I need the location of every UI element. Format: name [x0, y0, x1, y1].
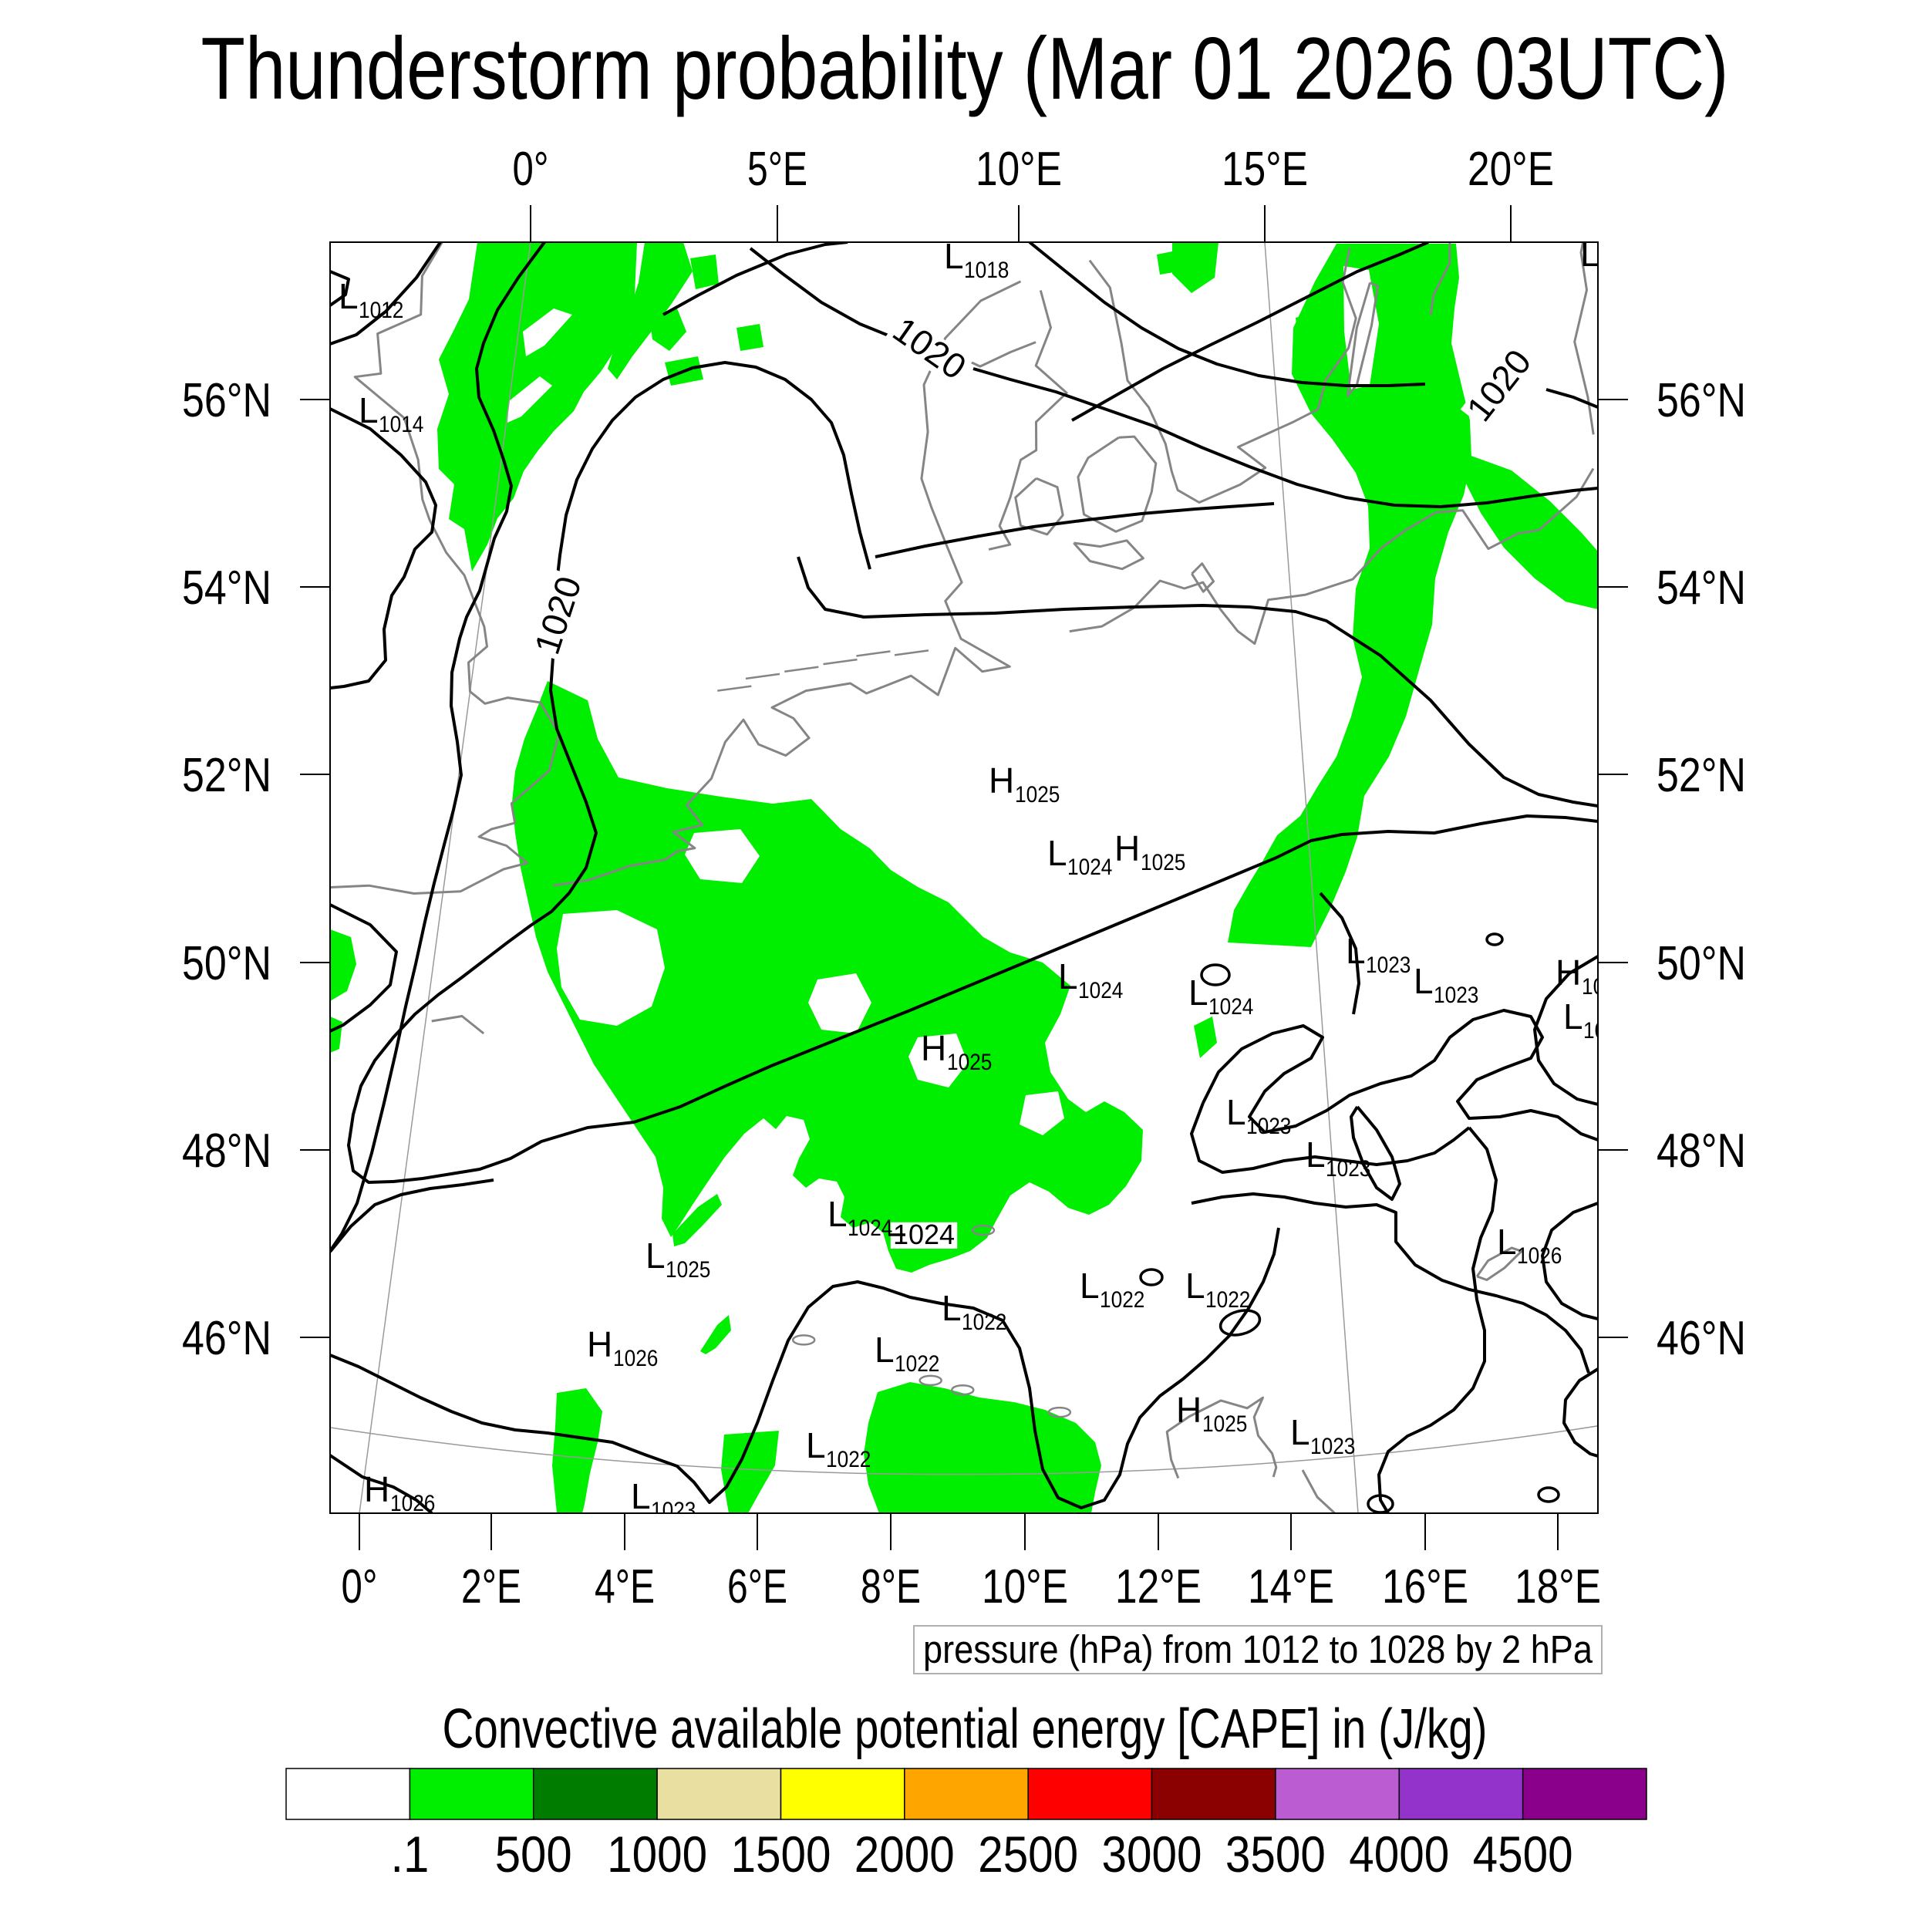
- svg-text:L: L: [875, 1330, 895, 1370]
- svg-text:L: L: [1188, 973, 1208, 1013]
- svg-text:L: L: [1563, 996, 1583, 1037]
- svg-text:L: L: [1080, 1266, 1100, 1306]
- svg-text:L: L: [631, 1476, 651, 1516]
- svg-text:20°E: 20°E: [1468, 143, 1554, 196]
- svg-text:1022: 1022: [826, 1447, 871, 1472]
- svg-text:4°E: 4°E: [595, 1560, 655, 1613]
- svg-text:48°N: 48°N: [182, 1124, 271, 1178]
- svg-text:L: L: [1058, 956, 1078, 996]
- svg-text:10: 10: [1583, 1018, 1606, 1044]
- svg-text:56°N: 56°N: [1657, 374, 1746, 427]
- svg-text:10°E: 10°E: [976, 143, 1062, 196]
- svg-text:1023: 1023: [651, 1498, 696, 1523]
- svg-text:4000: 4000: [1349, 1826, 1449, 1883]
- svg-text:3000: 3000: [1102, 1826, 1202, 1883]
- svg-text:1023: 1023: [1366, 953, 1411, 978]
- svg-text:L: L: [1047, 833, 1067, 873]
- svg-text:500: 500: [495, 1826, 572, 1883]
- svg-text:1022: 1022: [1100, 1287, 1144, 1313]
- svg-text:3500: 3500: [1225, 1826, 1326, 1883]
- svg-text:L: L: [1497, 1222, 1517, 1262]
- svg-text:H: H: [989, 760, 1014, 801]
- svg-text:1022: 1022: [895, 1351, 939, 1377]
- svg-text:1025: 1025: [947, 1050, 992, 1075]
- svg-text:L: L: [827, 1194, 848, 1234]
- svg-text:14°E: 14°E: [1248, 1560, 1334, 1613]
- svg-text:H: H: [364, 1469, 389, 1509]
- svg-text:L: L: [1185, 1266, 1205, 1306]
- svg-text:Thunderstorm probability (Mar: Thunderstorm probability (Mar 01 2026 03…: [201, 20, 1729, 118]
- svg-text:H: H: [921, 1028, 946, 1068]
- svg-text:L: L: [645, 1236, 666, 1276]
- svg-text:50°N: 50°N: [1657, 937, 1746, 990]
- svg-text:pressure (hPa) from 1012 to 10: pressure (hPa) from 1012 to 1028 by 2 hP…: [923, 1627, 1593, 1671]
- svg-text:1018: 1018: [964, 258, 1009, 283]
- svg-text:10°E: 10°E: [982, 1560, 1068, 1613]
- svg-text:H: H: [1114, 828, 1140, 868]
- svg-text:1026: 1026: [1517, 1243, 1562, 1269]
- svg-text:1024: 1024: [848, 1216, 892, 1241]
- svg-text:1000: 1000: [607, 1826, 707, 1883]
- svg-text:H: H: [587, 1324, 612, 1364]
- svg-text:L: L: [806, 1425, 826, 1465]
- svg-text:H: H: [1556, 953, 1581, 993]
- svg-text:L: L: [1414, 961, 1434, 1001]
- svg-text:1025: 1025: [1202, 1411, 1247, 1437]
- svg-text:52°N: 52°N: [182, 749, 271, 802]
- svg-text:1024: 1024: [1208, 994, 1253, 1020]
- svg-text:50°N: 50°N: [182, 937, 271, 990]
- svg-text:6°E: 6°E: [727, 1560, 787, 1613]
- svg-text:L: L: [1290, 1412, 1310, 1452]
- svg-text:L: L: [1580, 234, 1600, 274]
- svg-text:L: L: [942, 1288, 962, 1328]
- svg-text:10: 10: [1582, 974, 1604, 1000]
- svg-text:0°: 0°: [513, 143, 549, 196]
- svg-text:1024: 1024: [1078, 978, 1123, 1003]
- svg-text:1500: 1500: [731, 1826, 831, 1883]
- svg-text:L: L: [359, 390, 379, 430]
- svg-text:1023: 1023: [1246, 1114, 1291, 1139]
- svg-text:54°N: 54°N: [1657, 561, 1746, 615]
- svg-text:L: L: [339, 276, 359, 316]
- svg-text:Convective available potential: Convective available potential energy [C…: [443, 1698, 1488, 1760]
- svg-text:18°E: 18°E: [1515, 1560, 1601, 1613]
- svg-text:1025: 1025: [1141, 850, 1185, 875]
- svg-text:L: L: [1226, 1092, 1246, 1132]
- svg-text:16°E: 16°E: [1382, 1560, 1468, 1613]
- svg-text:46°N: 46°N: [1657, 1312, 1746, 1365]
- svg-text:5°E: 5°E: [747, 143, 807, 196]
- svg-text:L: L: [1346, 931, 1366, 971]
- svg-text:L: L: [944, 236, 964, 276]
- svg-text:4500: 4500: [1473, 1826, 1573, 1883]
- svg-text:1023: 1023: [1310, 1434, 1355, 1459]
- svg-text:1025: 1025: [1015, 782, 1060, 808]
- svg-text:2500: 2500: [978, 1826, 1078, 1883]
- svg-text:56°N: 56°N: [182, 374, 271, 427]
- svg-text:1023: 1023: [1326, 1156, 1370, 1182]
- svg-text:54°N: 54°N: [182, 561, 271, 615]
- svg-text:1022: 1022: [1205, 1287, 1250, 1313]
- svg-text:1023: 1023: [1434, 983, 1478, 1008]
- svg-text:1024: 1024: [1067, 855, 1112, 880]
- svg-text:1026: 1026: [390, 1491, 435, 1516]
- svg-text:L: L: [1306, 1135, 1326, 1175]
- svg-text:1025: 1025: [666, 1257, 710, 1283]
- svg-text:15°E: 15°E: [1222, 143, 1308, 196]
- svg-text:48°N: 48°N: [1657, 1124, 1746, 1178]
- svg-text:8°E: 8°E: [861, 1560, 921, 1613]
- svg-text:12°E: 12°E: [1115, 1560, 1202, 1613]
- svg-text:0°: 0°: [342, 1560, 378, 1613]
- svg-text:H: H: [1176, 1390, 1202, 1430]
- svg-text:1012: 1012: [359, 298, 403, 323]
- svg-text:46°N: 46°N: [182, 1312, 271, 1365]
- svg-text:52°N: 52°N: [1657, 749, 1746, 802]
- svg-text:1014: 1014: [379, 412, 423, 437]
- svg-text:1026: 1026: [613, 1346, 658, 1371]
- svg-text:2000: 2000: [854, 1826, 955, 1883]
- svg-text:1022: 1022: [962, 1310, 1006, 1335]
- svg-text:2°E: 2°E: [461, 1560, 521, 1613]
- svg-text:.1: .1: [390, 1826, 429, 1883]
